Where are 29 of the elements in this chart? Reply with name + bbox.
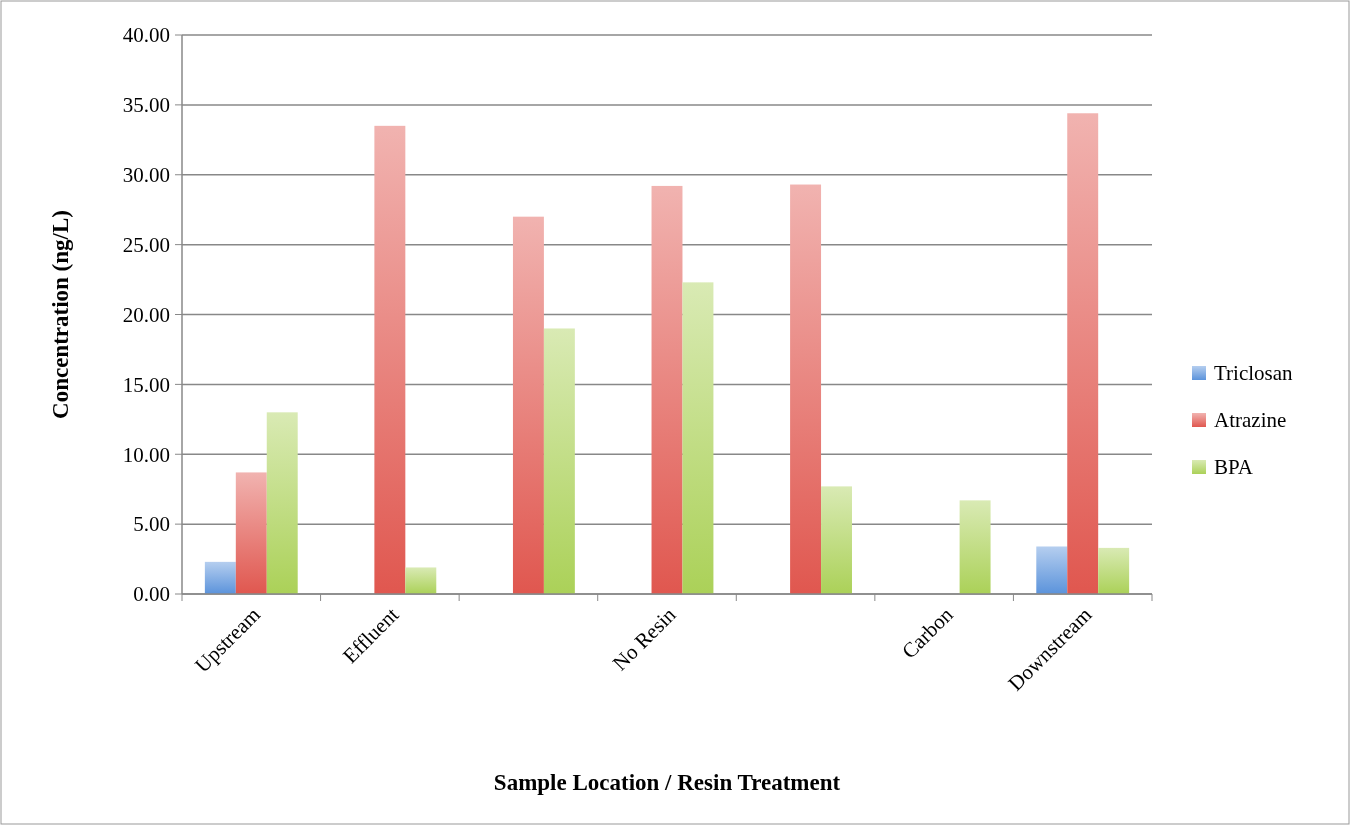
legend-label: BPA [1214, 455, 1254, 480]
bar [682, 282, 714, 594]
bar [1036, 546, 1068, 594]
y-tick-label: 5.00 [133, 512, 170, 537]
bar [204, 561, 236, 594]
bar [512, 216, 544, 594]
y-tick-label: 35.00 [122, 93, 170, 118]
bar [651, 185, 683, 594]
y-axis-title: Concentration (ng/L) [48, 210, 73, 419]
y-tick-label: 15.00 [122, 372, 170, 397]
y-tick-label: 10.00 [122, 442, 170, 467]
bar [235, 472, 267, 594]
bar [405, 567, 437, 594]
bar [959, 500, 991, 594]
y-tick-label: 25.00 [122, 232, 170, 257]
y-tick-label: 40.00 [122, 23, 170, 48]
bar [790, 184, 822, 594]
y-tick-label: 20.00 [122, 302, 170, 327]
bar [1067, 113, 1099, 594]
bar [1098, 547, 1130, 594]
bar [821, 486, 852, 594]
x-axis-title: Sample Location / Resin Treatment [493, 770, 841, 795]
legend-label: Triclosan [1214, 361, 1294, 386]
bar [543, 328, 575, 594]
legend-label: Atrazine [1214, 408, 1287, 433]
y-tick-label: 30.00 [122, 163, 170, 188]
y-tick-label: 0.00 [133, 582, 170, 607]
bar [266, 412, 298, 594]
bar [374, 125, 406, 594]
